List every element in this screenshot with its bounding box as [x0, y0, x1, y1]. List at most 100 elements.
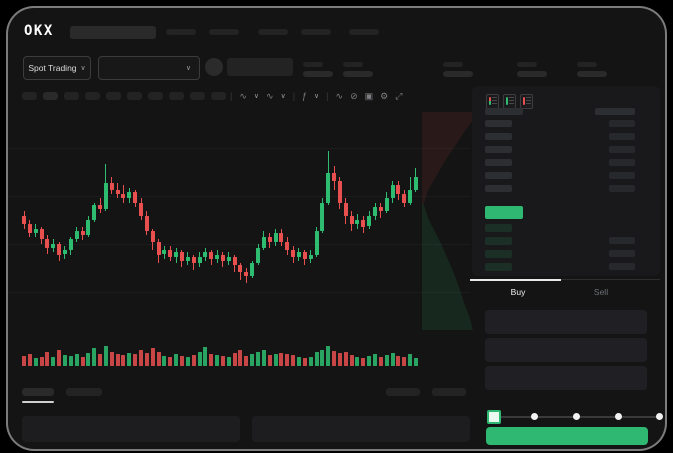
candle-body: [314, 230, 319, 255]
timeframe-button-skeleton[interactable]: [148, 92, 163, 100]
volume-bar: [115, 354, 120, 366]
bottom-action-skeleton[interactable]: [432, 388, 466, 396]
nav-item-skeleton[interactable]: [349, 29, 379, 35]
ask-price-skeleton: [485, 120, 512, 127]
candle-body: [296, 252, 301, 257]
bid-price-skeleton: [485, 237, 512, 245]
nav-item-skeleton[interactable]: [166, 29, 196, 35]
slider-step-dot[interactable]: [615, 413, 622, 420]
timeframe-button-skeleton[interactable]: [64, 92, 79, 100]
stat-value-skeleton: [303, 71, 333, 77]
timeframe-button-skeleton[interactable]: [43, 92, 58, 100]
book-view-asks-icon[interactable]: [520, 94, 533, 109]
candle-body: [98, 204, 103, 210]
candle-body: [168, 250, 173, 257]
volume-bar: [337, 353, 342, 366]
chevron-down-icon[interactable]: ∨: [280, 93, 286, 100]
tab-buy[interactable]: Buy: [510, 287, 526, 297]
nav-item-skeleton[interactable]: [301, 29, 331, 35]
candle-body: [74, 230, 79, 240]
nav-item-skeleton[interactable]: [258, 29, 288, 35]
chart-style-icon[interactable]: ∿: [239, 91, 247, 101]
candle-body: [121, 194, 126, 199]
pair-selector-dropdown[interactable]: ∨: [98, 56, 200, 80]
candle-body: [150, 230, 155, 242]
timeframe-button-skeleton[interactable]: [127, 92, 142, 100]
slider-step-dot[interactable]: [573, 413, 580, 420]
timeframe-button-skeleton[interactable]: [106, 92, 121, 100]
candle-body: [127, 191, 132, 199]
candle-body: [92, 204, 97, 220]
timeframe-button-skeleton[interactable]: [190, 92, 205, 100]
book-view-both-icon[interactable]: [486, 94, 499, 109]
timeframe-button-skeleton[interactable]: [85, 92, 100, 100]
last-price-badge[interactable]: [485, 206, 523, 219]
candle-body: [103, 183, 108, 210]
bottom-action-skeleton[interactable]: [386, 388, 420, 396]
buy-submit-button[interactable]: [486, 427, 648, 445]
stat-label-skeleton: [517, 62, 537, 67]
volume-bar: [109, 352, 114, 366]
tab-sell[interactable]: Sell: [593, 287, 609, 297]
stat-value-skeleton: [577, 71, 607, 77]
bottom-tab-skeleton[interactable]: [66, 388, 102, 396]
volume-bar: [203, 347, 208, 366]
candle-body: [244, 271, 249, 277]
stat-value-skeleton: [343, 71, 373, 77]
volume-bar: [267, 355, 272, 366]
candle-body: [302, 252, 307, 259]
volume-bar: [168, 357, 173, 366]
app-window: OKX Spot Trading ∨ ∨: [8, 8, 665, 449]
nav-search-skeleton[interactable]: [70, 26, 156, 39]
bid-price-skeleton: [485, 224, 512, 232]
price-input-skeleton[interactable]: [485, 310, 647, 334]
candle-body: [320, 202, 325, 231]
order-book-background: [472, 86, 660, 276]
chevron-down-icon: ∨: [185, 64, 191, 72]
volume-bar: [308, 357, 313, 366]
volume-bar: [273, 354, 278, 366]
gridline: [8, 196, 470, 197]
ask-price-skeleton: [485, 146, 512, 153]
overlay-icon[interactable]: ∿: [335, 91, 344, 101]
candle-body: [226, 256, 231, 261]
compare-icon[interactable]: ⊘: [350, 91, 358, 101]
amount-slider-handle[interactable]: [487, 410, 501, 424]
ask-amount-skeleton: [609, 120, 635, 127]
volume-bar: [121, 355, 126, 366]
screenshot-icon[interactable]: ▣: [364, 91, 374, 101]
stat-label-skeleton: [443, 62, 463, 67]
indicator-icon[interactable]: ƒ: [302, 91, 308, 101]
timeframe-button-skeleton[interactable]: [169, 92, 184, 100]
volume-bar: [98, 354, 103, 366]
volume-bar: [133, 354, 138, 366]
nav-item-skeleton[interactable]: [209, 29, 239, 35]
candle-body: [373, 207, 377, 216]
volume-bar: [332, 351, 337, 366]
slider-step-dot[interactable]: [531, 413, 538, 420]
slider-step-dot[interactable]: [656, 413, 663, 420]
chart-style-icon[interactable]: ∿: [266, 91, 274, 101]
timeframe-button-skeleton[interactable]: [22, 92, 37, 100]
candle-body: [390, 185, 395, 199]
timeframe-button-skeleton[interactable]: [211, 92, 226, 100]
volume-bar: [197, 352, 202, 366]
candle-body: [185, 256, 190, 261]
bottom-tab-skeleton-active[interactable]: [22, 388, 54, 396]
candlestick-layer[interactable]: [22, 112, 424, 328]
volume-bar: [314, 352, 319, 366]
market-type-dropdown[interactable]: Spot Trading ∨: [23, 56, 91, 80]
chevron-down-icon[interactable]: ∨: [253, 93, 260, 100]
candle-body: [156, 241, 161, 255]
total-input-skeleton[interactable]: [485, 366, 647, 390]
fullscreen-icon[interactable]: ⤢: [395, 91, 403, 101]
chevron-down-icon[interactable]: ∨: [314, 93, 320, 100]
amount-input-skeleton[interactable]: [485, 338, 647, 362]
candle-body: [220, 254, 225, 262]
candle-body: [326, 172, 331, 203]
chart-settings-icon[interactable]: ⚙: [380, 91, 389, 101]
volume-bar: [62, 355, 67, 366]
book-view-bids-icon[interactable]: [503, 94, 516, 109]
orders-panel-skeleton: [252, 416, 470, 442]
volume-bar: [86, 353, 91, 366]
